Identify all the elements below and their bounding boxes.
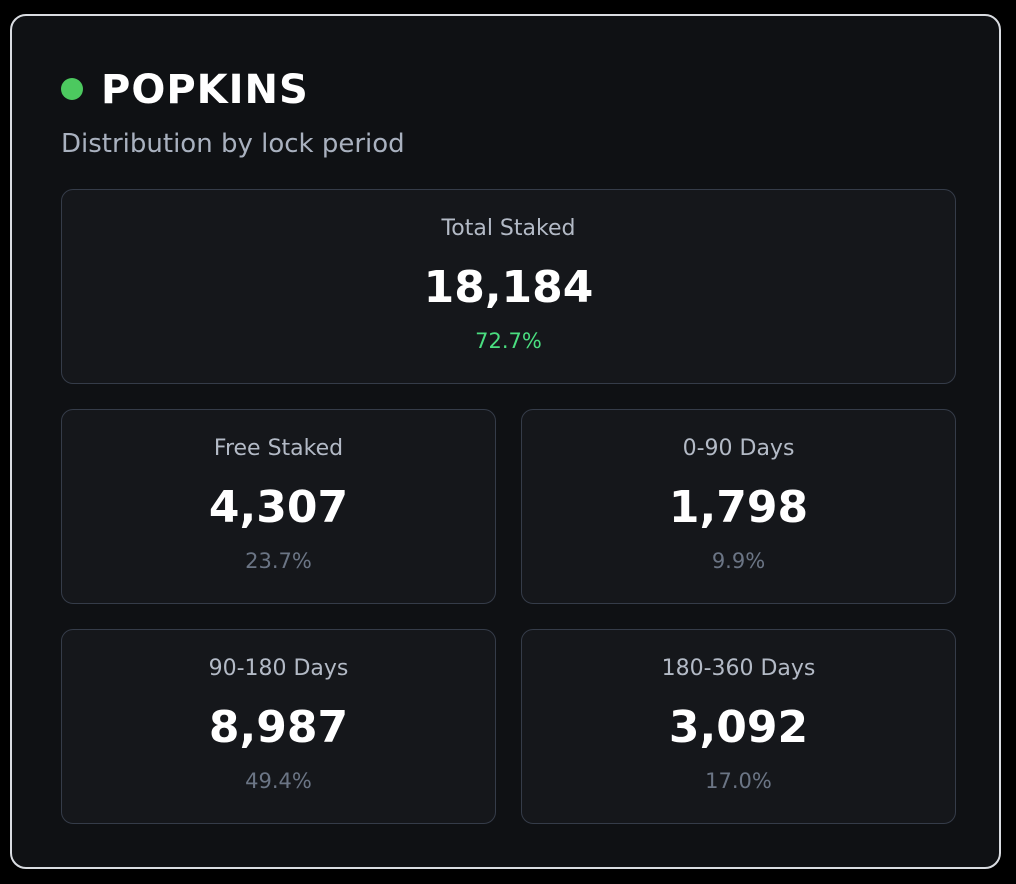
card-value: 4,307 <box>208 482 349 533</box>
card-label: Free Staked <box>213 436 344 461</box>
stat-card: 90-180 Days 8,987 49.4% <box>61 629 496 824</box>
card-percent: 49.4% <box>245 769 312 793</box>
status-dot <box>61 78 83 100</box>
subtitle: Distribution by lock period <box>61 129 405 159</box>
stat-card: 0-90 Days 1,798 9.9% <box>521 409 956 604</box>
total-card: Total Staked 18,184 72.7% <box>61 189 956 384</box>
card-value: 18,184 <box>423 262 594 313</box>
card-value: 8,987 <box>208 702 349 753</box>
card-value: 3,092 <box>668 702 809 753</box>
card-percent: 9.9% <box>711 549 766 573</box>
card-label: 0-90 Days <box>682 436 795 461</box>
card-percent: 23.7% <box>245 549 312 573</box>
card-value: 1,798 <box>668 482 809 533</box>
card-percent: 72.7% <box>475 329 542 353</box>
card-label: 180-360 Days <box>661 656 816 681</box>
card-percent: 17.0% <box>705 769 772 793</box>
title: POPKINS <box>101 67 309 113</box>
card-label: Total Staked <box>441 216 576 241</box>
card-label: 90-180 Days <box>208 656 349 681</box>
stat-card: 180-360 Days 3,092 17.0% <box>521 629 956 824</box>
stat-card: Free Staked 4,307 23.7% <box>61 409 496 604</box>
